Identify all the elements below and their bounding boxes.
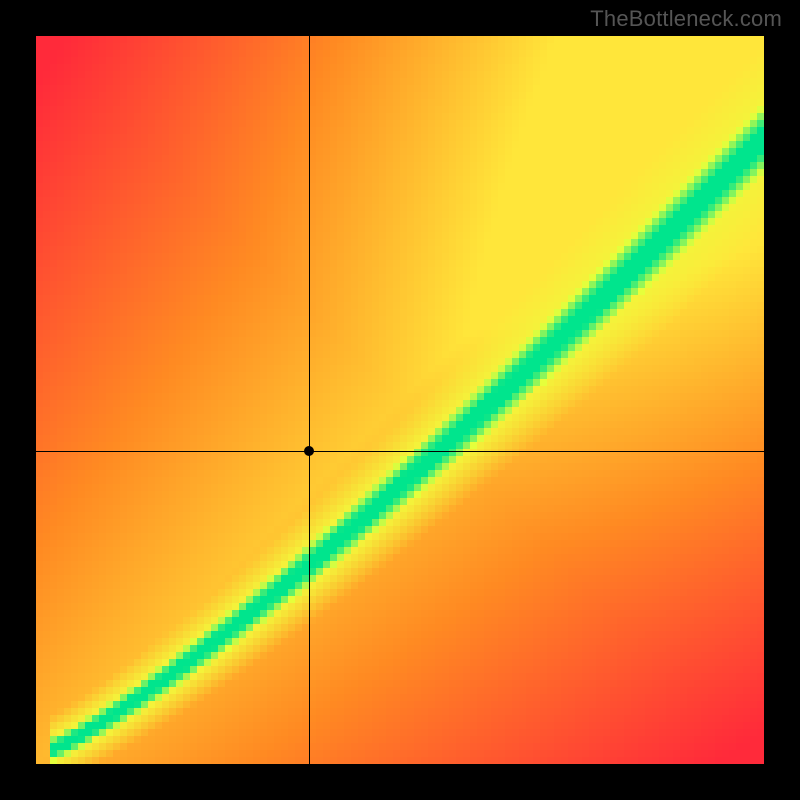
heatmap-canvas xyxy=(36,36,764,764)
crosshair-vertical xyxy=(309,36,310,764)
crosshair-horizontal xyxy=(36,451,764,452)
plot-area xyxy=(36,36,764,764)
chart-container: TheBottleneck.com xyxy=(0,0,800,800)
marker-dot xyxy=(304,446,314,456)
watermark-text: TheBottleneck.com xyxy=(590,6,782,32)
